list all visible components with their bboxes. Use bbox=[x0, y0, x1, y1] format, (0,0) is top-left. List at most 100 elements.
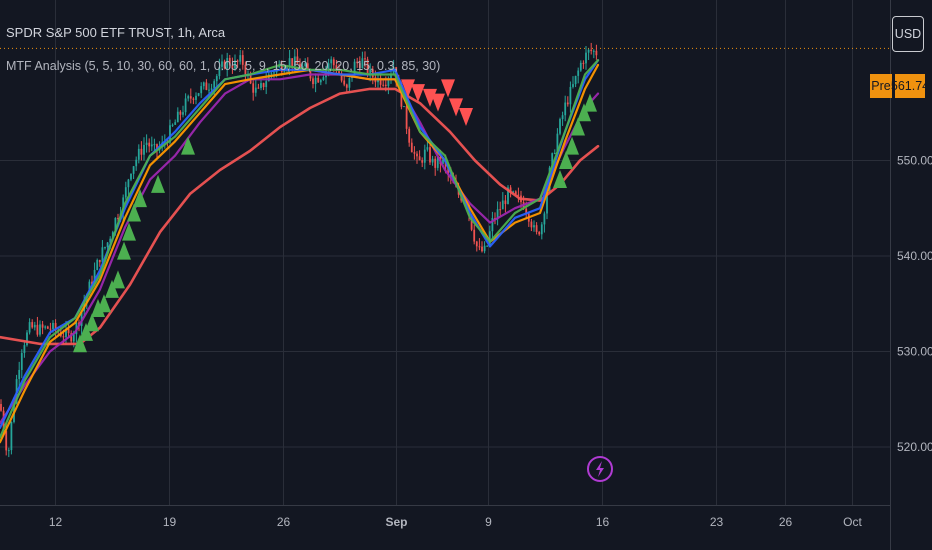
candle-body bbox=[556, 133, 559, 153]
candle-body bbox=[46, 326, 49, 329]
candle-body bbox=[215, 76, 218, 82]
candle-body bbox=[579, 62, 582, 71]
signal-markers bbox=[73, 79, 597, 353]
candle-body bbox=[366, 59, 369, 74]
candle-body bbox=[39, 324, 41, 335]
candle-body bbox=[137, 148, 140, 160]
candle-body bbox=[442, 159, 444, 164]
candle-body bbox=[88, 281, 91, 295]
candle-body bbox=[148, 142, 151, 147]
candle-body bbox=[241, 55, 244, 65]
candle-body bbox=[525, 208, 528, 214]
candle-body bbox=[470, 215, 473, 230]
candle-body bbox=[317, 77, 320, 83]
candle-body bbox=[379, 78, 382, 85]
candle-body bbox=[179, 111, 182, 115]
candle-body bbox=[213, 81, 216, 89]
candle-body bbox=[31, 322, 34, 328]
candle-body bbox=[486, 245, 489, 247]
candle-body bbox=[335, 65, 338, 72]
candle-body bbox=[382, 84, 385, 86]
candle-body bbox=[67, 329, 70, 334]
candle-body bbox=[540, 224, 543, 235]
candle-body bbox=[109, 238, 112, 243]
candle-body bbox=[306, 63, 309, 70]
candle-body bbox=[574, 75, 577, 85]
candle-body bbox=[296, 56, 299, 64]
last-price-label: 561.74 bbox=[891, 74, 929, 98]
candle-body bbox=[0, 404, 2, 411]
y-tick-label: 550.00 bbox=[897, 154, 932, 168]
candle-body bbox=[369, 69, 372, 74]
candle-body bbox=[403, 106, 405, 108]
candle-body bbox=[5, 431, 8, 451]
candle-body bbox=[418, 156, 421, 161]
candle-body bbox=[252, 83, 255, 93]
candle-body bbox=[187, 96, 190, 99]
candle-body bbox=[431, 158, 434, 163]
sell-signal-marker bbox=[441, 79, 455, 98]
candle-body bbox=[356, 61, 359, 64]
candle-body bbox=[405, 106, 408, 129]
candle-body bbox=[546, 191, 548, 214]
candle-body bbox=[153, 144, 156, 146]
sell-signal-marker bbox=[431, 93, 445, 112]
buy-signal-marker bbox=[565, 136, 579, 155]
buy-signal-marker bbox=[151, 174, 165, 193]
candle-body bbox=[592, 50, 595, 52]
candle-body bbox=[70, 333, 73, 342]
candle-body bbox=[49, 328, 52, 330]
moving-average-line bbox=[0, 59, 600, 439]
buy-signal-marker bbox=[577, 103, 591, 122]
candle-body bbox=[270, 73, 273, 75]
candle-body bbox=[262, 83, 265, 88]
candle-body bbox=[553, 152, 556, 154]
buy-signal-marker bbox=[111, 270, 125, 289]
y-tick-label: 540.00 bbox=[897, 249, 932, 263]
y-tick-label: 530.00 bbox=[897, 345, 932, 359]
buy-signal-marker bbox=[559, 150, 573, 169]
candle-body bbox=[343, 80, 346, 85]
candle-body bbox=[358, 63, 361, 68]
candle-body bbox=[304, 63, 307, 67]
candle-body bbox=[330, 59, 333, 64]
candle-body bbox=[429, 147, 431, 163]
candle-body bbox=[488, 231, 491, 246]
candle-body bbox=[301, 66, 304, 69]
candle-body bbox=[44, 326, 47, 328]
candle-body bbox=[174, 122, 177, 125]
symbol-title[interactable]: SPDR S&P 500 ETF TRUST, 1h, Arca bbox=[6, 25, 226, 40]
candle-body bbox=[80, 311, 83, 327]
candle-body bbox=[299, 63, 301, 69]
candle-body bbox=[182, 112, 184, 115]
candle-body bbox=[447, 166, 450, 175]
currency-button[interactable]: USD bbox=[892, 16, 924, 52]
candle-body bbox=[23, 345, 26, 354]
event-markers[interactable] bbox=[587, 455, 613, 482]
candle-body bbox=[265, 81, 268, 88]
candle-body bbox=[195, 95, 197, 100]
candle-body bbox=[145, 142, 148, 145]
candle-body bbox=[569, 86, 572, 105]
candle-body bbox=[10, 421, 13, 451]
candle-body bbox=[124, 187, 127, 198]
candle-body bbox=[572, 84, 574, 87]
candle-body bbox=[104, 247, 106, 249]
candle-body bbox=[585, 52, 587, 64]
candle-body bbox=[501, 200, 504, 210]
candle-body bbox=[517, 194, 520, 196]
candle-body bbox=[280, 64, 283, 72]
candle-body bbox=[205, 82, 208, 90]
candle-body bbox=[150, 144, 153, 147]
candle-body bbox=[530, 221, 533, 228]
candle-body bbox=[413, 152, 416, 154]
lightning-bolt-icon[interactable] bbox=[587, 455, 613, 482]
candle-body bbox=[101, 247, 104, 263]
candle-body bbox=[353, 61, 356, 76]
buy-signal-marker bbox=[553, 170, 567, 189]
x-tick-label: 16 bbox=[596, 515, 610, 529]
candle-body bbox=[319, 80, 322, 83]
indicator-label[interactable]: MTF Analysis (5, 5, 10, 30, 60, 60, 1, 0… bbox=[6, 59, 441, 73]
